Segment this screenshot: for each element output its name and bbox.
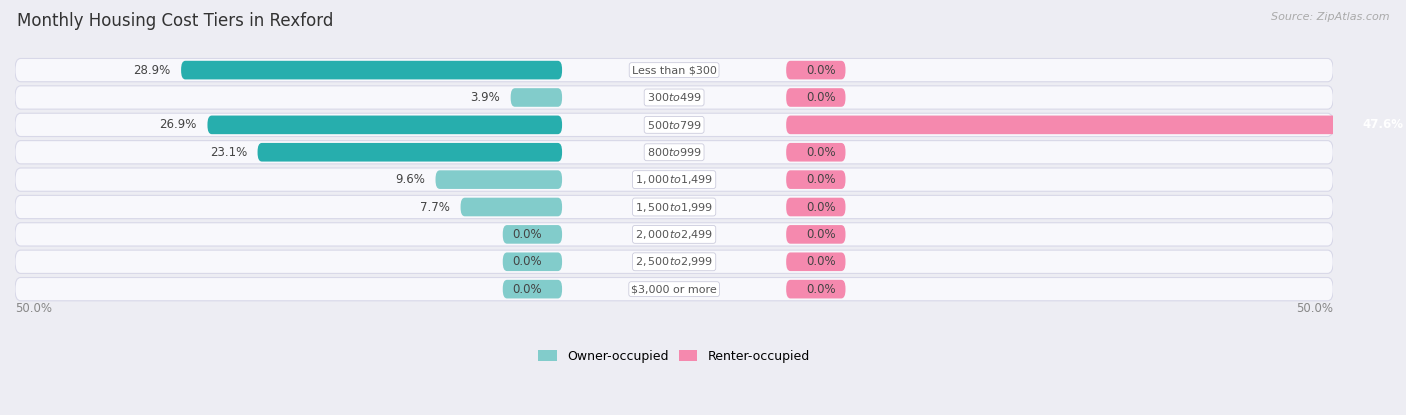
Legend: Owner-occupied, Renter-occupied: Owner-occupied, Renter-occupied — [538, 349, 810, 363]
Text: $1,000 to $1,499: $1,000 to $1,499 — [636, 173, 713, 186]
FancyBboxPatch shape — [786, 170, 845, 189]
FancyBboxPatch shape — [786, 143, 845, 161]
Text: 0.0%: 0.0% — [806, 91, 835, 104]
FancyBboxPatch shape — [15, 250, 1333, 273]
FancyBboxPatch shape — [15, 59, 1333, 82]
FancyBboxPatch shape — [786, 252, 845, 271]
Text: 0.0%: 0.0% — [806, 63, 835, 77]
FancyBboxPatch shape — [15, 223, 1333, 246]
Text: 50.0%: 50.0% — [1296, 303, 1333, 315]
FancyBboxPatch shape — [786, 198, 845, 216]
Text: 26.9%: 26.9% — [159, 118, 197, 132]
FancyBboxPatch shape — [15, 86, 1333, 109]
Text: Source: ZipAtlas.com: Source: ZipAtlas.com — [1271, 12, 1389, 22]
FancyBboxPatch shape — [786, 115, 1406, 134]
FancyBboxPatch shape — [786, 88, 845, 107]
Text: 0.0%: 0.0% — [513, 255, 543, 268]
Text: $500 to $799: $500 to $799 — [647, 119, 702, 131]
Text: 0.0%: 0.0% — [806, 146, 835, 159]
Text: 0.0%: 0.0% — [806, 173, 835, 186]
FancyBboxPatch shape — [510, 88, 562, 107]
FancyBboxPatch shape — [436, 170, 562, 189]
Text: 28.9%: 28.9% — [134, 63, 170, 77]
FancyBboxPatch shape — [503, 225, 562, 244]
FancyBboxPatch shape — [786, 61, 845, 79]
FancyBboxPatch shape — [181, 61, 562, 79]
FancyBboxPatch shape — [15, 278, 1333, 301]
Text: 0.0%: 0.0% — [513, 228, 543, 241]
Text: 7.7%: 7.7% — [420, 200, 450, 213]
Text: Less than $300: Less than $300 — [631, 65, 717, 75]
FancyBboxPatch shape — [15, 195, 1333, 219]
Text: 0.0%: 0.0% — [513, 283, 543, 295]
FancyBboxPatch shape — [15, 168, 1333, 191]
FancyBboxPatch shape — [15, 113, 1333, 137]
FancyBboxPatch shape — [15, 141, 1333, 164]
FancyBboxPatch shape — [503, 252, 562, 271]
Text: $2,000 to $2,499: $2,000 to $2,499 — [636, 228, 713, 241]
Text: 0.0%: 0.0% — [806, 255, 835, 268]
Text: $1,500 to $1,999: $1,500 to $1,999 — [636, 200, 713, 213]
Text: 47.6%: 47.6% — [1362, 118, 1403, 132]
FancyBboxPatch shape — [503, 280, 562, 298]
FancyBboxPatch shape — [786, 280, 845, 298]
Text: Monthly Housing Cost Tiers in Rexford: Monthly Housing Cost Tiers in Rexford — [17, 12, 333, 30]
Text: $2,500 to $2,999: $2,500 to $2,999 — [636, 255, 713, 268]
Text: $300 to $499: $300 to $499 — [647, 91, 702, 103]
Text: 0.0%: 0.0% — [806, 228, 835, 241]
Text: 50.0%: 50.0% — [15, 303, 52, 315]
Text: $800 to $999: $800 to $999 — [647, 146, 702, 158]
Text: 0.0%: 0.0% — [806, 200, 835, 213]
FancyBboxPatch shape — [786, 225, 845, 244]
FancyBboxPatch shape — [257, 143, 562, 161]
FancyBboxPatch shape — [208, 115, 562, 134]
Text: 0.0%: 0.0% — [806, 283, 835, 295]
Text: 9.6%: 9.6% — [395, 173, 425, 186]
Text: $3,000 or more: $3,000 or more — [631, 284, 717, 294]
FancyBboxPatch shape — [461, 198, 562, 216]
Text: 3.9%: 3.9% — [471, 91, 501, 104]
Text: 23.1%: 23.1% — [209, 146, 247, 159]
